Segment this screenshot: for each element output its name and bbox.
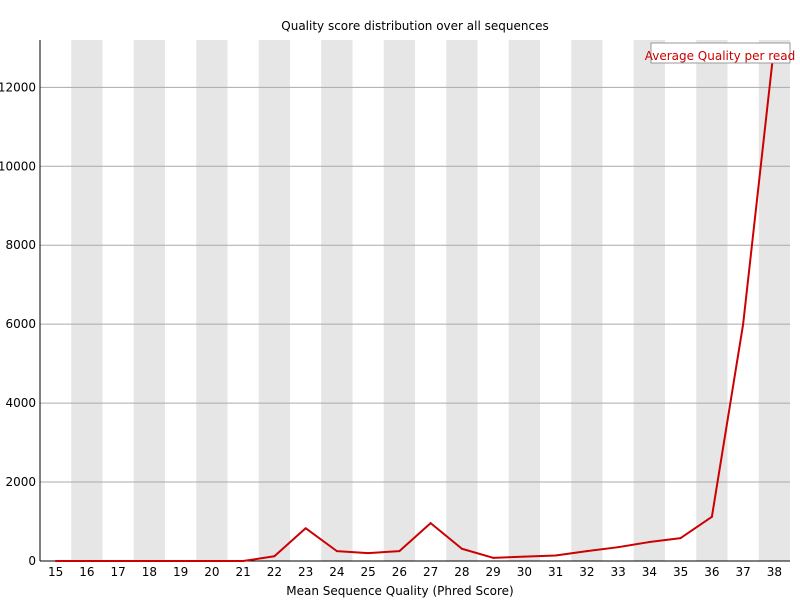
x-tick-label: 36 [704, 565, 719, 579]
data-point [710, 515, 713, 518]
x-tick-label: 15 [48, 565, 63, 579]
series-line [55, 43, 776, 562]
data-point [335, 550, 338, 553]
x-tick-label: 17 [110, 565, 125, 579]
background-band [352, 40, 384, 561]
data-point [210, 560, 213, 562]
background-band [383, 40, 415, 561]
background-band [227, 40, 259, 561]
x-tick-label: 31 [548, 565, 563, 579]
data-point [242, 560, 245, 562]
x-tick-label: 21 [235, 565, 250, 579]
data-point [398, 550, 401, 553]
x-tick-label: 38 [767, 565, 782, 579]
background-band [196, 40, 228, 561]
background-band [40, 40, 72, 561]
chart-title: Quality score distribution over all sequ… [281, 19, 548, 33]
data-point [148, 560, 151, 562]
background-band [133, 40, 165, 561]
legend-label: Average Quality per read [645, 49, 796, 63]
y-tick-label: 0 [28, 554, 36, 568]
x-tick-label: 37 [735, 565, 750, 579]
background-band [540, 40, 572, 561]
data-point [179, 560, 182, 562]
data-point [54, 560, 57, 562]
x-tick-label: 33 [610, 565, 625, 579]
x-tick-label: 28 [454, 565, 469, 579]
background-band [696, 40, 728, 561]
data-point [304, 527, 307, 530]
background-band [727, 40, 759, 561]
data-point [742, 323, 745, 326]
background-band [665, 40, 697, 561]
y-tick-label: 4000 [5, 396, 36, 410]
background-band [571, 40, 603, 561]
x-tick-label: 16 [79, 565, 94, 579]
x-tick-label: 27 [423, 565, 438, 579]
background-band [165, 40, 197, 561]
x-tick-label: 23 [298, 565, 313, 579]
background-band [258, 40, 290, 561]
y-tick-labels: 0 2000 4000 6000 8000 10000 12000 [0, 80, 36, 568]
x-tick-label: 25 [360, 565, 375, 579]
data-point [367, 552, 370, 555]
data-point [492, 556, 495, 559]
y-tick-label: 10000 [0, 159, 36, 173]
legend: Average Quality per read [645, 42, 796, 64]
x-tick-label: 22 [267, 565, 282, 579]
x-tick-label: 18 [142, 565, 157, 579]
gridlines [40, 86, 790, 483]
series-layer [54, 42, 776, 562]
background-band [415, 40, 447, 561]
background-band [477, 40, 509, 561]
x-tick-labels: 15 16 17 18 19 20 21 22 23 24 25 26 27 28 29 30 31 32 33 34… [48, 565, 782, 579]
background-band [508, 40, 540, 561]
x-tick-label: 19 [173, 565, 188, 579]
y-tick-label: 12000 [0, 80, 36, 94]
background-band [758, 40, 790, 561]
x-tick-label: 35 [673, 565, 688, 579]
background-bands [40, 40, 790, 561]
background-band [290, 40, 322, 561]
data-point [554, 554, 557, 557]
data-point [679, 537, 682, 540]
background-band [321, 40, 353, 561]
x-tick-label: 29 [485, 565, 500, 579]
y-tick-label: 2000 [5, 475, 36, 489]
background-band [602, 40, 634, 561]
legend-box [650, 42, 791, 64]
data-point [273, 555, 276, 558]
x-tick-label: 32 [579, 565, 594, 579]
x-tick-label: 20 [204, 565, 219, 579]
x-axis-title: Mean Sequence Quality (Phred Score) [286, 584, 514, 598]
data-point [617, 546, 620, 549]
x-tick-label: 30 [517, 565, 532, 579]
background-band [633, 40, 665, 561]
background-band [446, 40, 478, 561]
y-tick-label: 6000 [5, 317, 36, 331]
data-point [429, 522, 432, 525]
data-point [85, 560, 88, 562]
y-tick-label: 8000 [5, 238, 36, 252]
background-band [71, 40, 103, 561]
x-tick-label: 34 [642, 565, 657, 579]
x-tick-label: 24 [329, 565, 344, 579]
data-point [585, 550, 588, 553]
data-point [523, 555, 526, 558]
data-point [460, 547, 463, 550]
data-point [648, 541, 651, 544]
data-point [117, 560, 120, 562]
background-band [102, 40, 134, 561]
x-tick-label: 26 [392, 565, 407, 579]
